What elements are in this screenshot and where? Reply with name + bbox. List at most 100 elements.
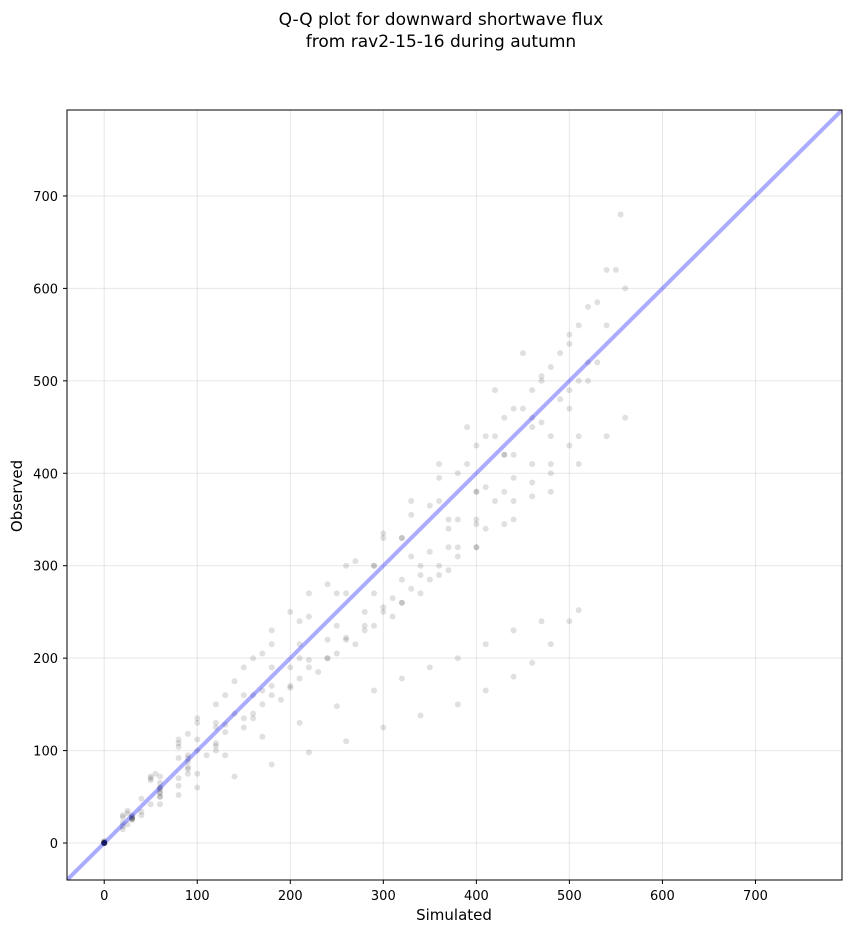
scatter-point [436, 498, 443, 504]
scatter-point [333, 650, 340, 657]
scatter-point [152, 770, 159, 777]
scatter-point [464, 461, 471, 467]
y-tick-label: 300 [33, 560, 58, 575]
scatter-point [194, 770, 201, 777]
scatter-point [268, 682, 275, 689]
scatter-point [101, 840, 108, 846]
scatter-point [296, 618, 303, 625]
scatter-point [124, 807, 131, 814]
scatter-point [594, 359, 601, 366]
scatter-point [212, 743, 219, 749]
scatter-point [473, 442, 480, 449]
plot-frame [66, 109, 843, 881]
scatter-point [212, 701, 219, 708]
scatter-point [305, 749, 312, 756]
scatter-point [566, 387, 573, 394]
series-7 [101, 414, 629, 846]
scatter-point [222, 721, 229, 728]
scatter-point [454, 655, 461, 662]
x-tick-label: 0 [100, 889, 108, 904]
scatter-point [436, 474, 443, 481]
scatter-point [612, 266, 619, 273]
scatter-point [101, 840, 108, 846]
scatter-point [184, 752, 191, 759]
scatter-point [124, 810, 131, 817]
scatter-point [305, 664, 312, 671]
scatter-point [305, 657, 312, 663]
scatter-point [566, 405, 573, 412]
scatter-point [547, 461, 554, 467]
scatter-point [101, 840, 108, 846]
scatter-point [575, 607, 582, 614]
scatter-point [129, 814, 136, 821]
scatter-point [287, 664, 294, 671]
scatter-point [222, 752, 229, 759]
scatter-point [203, 752, 210, 759]
scatter-point [501, 451, 508, 458]
scatter-point [119, 812, 126, 819]
scatter-point [557, 350, 564, 357]
scatter-point [529, 461, 536, 467]
scatter-point [482, 641, 489, 648]
scatter-point [417, 590, 424, 597]
scatter-point [529, 387, 536, 394]
scatter-point [538, 618, 545, 625]
y-axis-label: Observed [8, 460, 26, 532]
y-tick-label: 200 [33, 652, 58, 667]
scatter-point [222, 729, 229, 736]
series-0 [101, 211, 624, 845]
scatter-point [250, 715, 257, 722]
scatter-point [175, 743, 182, 750]
scatter-point [371, 687, 377, 694]
scatter-point [343, 636, 350, 643]
scatter-point [175, 775, 182, 782]
scatter-point [324, 581, 331, 588]
scatter-point [287, 682, 294, 689]
scatter-point [519, 350, 526, 357]
scatter-point [454, 544, 461, 551]
scatter-point [445, 525, 452, 532]
scatter-point [436, 562, 443, 569]
scatter-point [492, 433, 498, 440]
scatter-point [268, 664, 275, 671]
scatter-point [352, 641, 359, 648]
series-13 [101, 474, 517, 846]
scatter-point [343, 738, 350, 745]
scatter-point [194, 784, 201, 791]
scatter-point [212, 719, 219, 726]
scatter-point [129, 816, 136, 822]
scatter-point [157, 793, 163, 800]
scatter-point [231, 678, 238, 685]
scatter-point [157, 779, 163, 786]
scatter-point [371, 562, 377, 569]
scatter-point [408, 585, 415, 592]
scatter-point [175, 782, 182, 789]
scatter-point [445, 516, 452, 523]
series-1 [101, 266, 619, 846]
scatter-point [175, 736, 182, 743]
y-tick-label: 400 [33, 467, 58, 482]
scatter-point [575, 322, 582, 329]
scatter-point [501, 488, 508, 495]
scatter-point [157, 784, 163, 791]
scatter-point [510, 516, 517, 523]
scatter-point [585, 303, 591, 310]
scatter-point [240, 664, 247, 671]
scatter-point [268, 641, 275, 648]
scatter-point [371, 590, 377, 597]
scatter-point [101, 840, 108, 846]
scatter-point [175, 755, 182, 761]
scatter-point [519, 405, 526, 412]
y-axis-ticks: 0 100 200 300 400 500 600 700 [33, 190, 67, 852]
series-11 [101, 607, 582, 846]
scatter-point [454, 516, 461, 523]
series-8 [101, 433, 582, 846]
grid [67, 110, 842, 880]
scatter-points [101, 211, 629, 846]
scatter-point [529, 424, 536, 431]
scatter-point [473, 544, 480, 551]
scatter-point [194, 747, 201, 754]
scatter-point [398, 675, 405, 682]
scatter-point [101, 839, 108, 846]
scatter-point [547, 433, 554, 440]
